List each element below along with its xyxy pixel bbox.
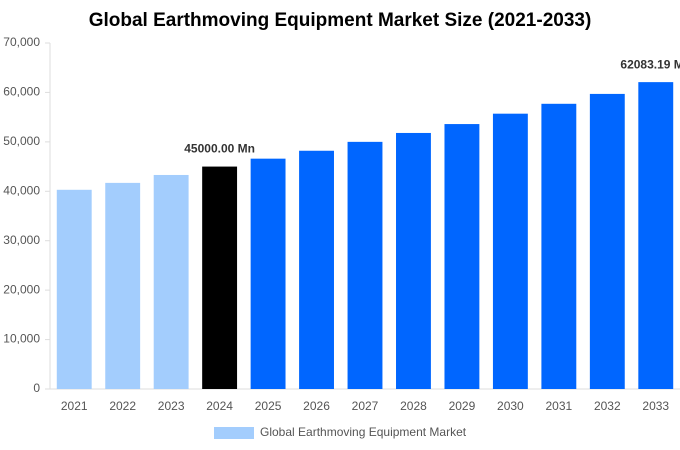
x-tick-label: 2022 <box>109 399 136 413</box>
x-tick-label: 2027 <box>352 399 379 413</box>
bar <box>56 189 92 389</box>
x-tick-label: 2021 <box>61 399 88 413</box>
x-tick-label: 2026 <box>303 399 330 413</box>
bar <box>250 158 286 389</box>
y-tick-label: 20,000 <box>3 282 40 296</box>
bar <box>638 82 674 390</box>
legend-swatch <box>214 427 254 439</box>
x-tick-label: 2023 <box>158 399 185 413</box>
x-tick-label: 2024 <box>206 399 233 413</box>
bar <box>396 132 431 389</box>
y-tick-label: 10,000 <box>3 332 40 346</box>
bar <box>105 182 141 389</box>
x-tick-label: 2032 <box>594 399 621 413</box>
bar <box>347 141 383 389</box>
x-tick-label: 2028 <box>400 399 427 413</box>
bar <box>444 124 480 389</box>
value-label: 45000.00 Mn <box>184 142 255 156</box>
legend-label: Global Earthmoving Equipment Market <box>260 425 467 439</box>
bar <box>589 93 625 389</box>
x-tick-label: 2030 <box>497 399 524 413</box>
bar <box>541 103 577 389</box>
y-tick-label: 40,000 <box>3 183 40 197</box>
x-tick-label: 2031 <box>545 399 572 413</box>
y-tick-label: 30,000 <box>3 233 40 247</box>
x-tick-label: 2033 <box>642 399 669 413</box>
chart-title: Global Earthmoving Equipment Market Size… <box>89 10 592 31</box>
bar <box>492 113 528 389</box>
y-tick-label: 60,000 <box>3 85 40 99</box>
bar <box>153 174 189 389</box>
bar <box>202 166 238 389</box>
x-tick-label: 2025 <box>255 399 282 413</box>
y-tick-label: 0 <box>33 381 40 395</box>
x-tick-label: 2029 <box>449 399 476 413</box>
y-tick-label: 70,000 <box>3 35 40 49</box>
value-label: 62083.19 Mn <box>620 57 680 71</box>
bar <box>299 150 334 389</box>
y-tick-label: 50,000 <box>3 134 40 148</box>
